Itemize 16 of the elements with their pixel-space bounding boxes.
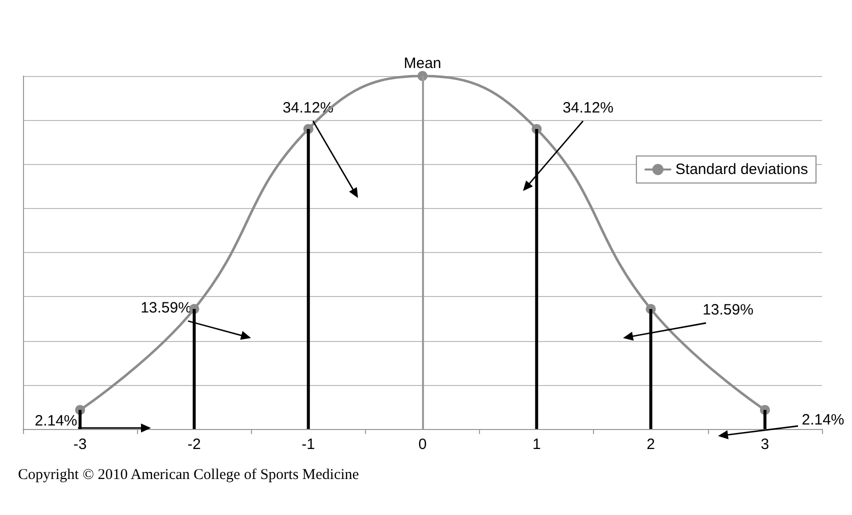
x-tick-label: 2 [646, 436, 655, 453]
x-tick-label: 3 [760, 436, 770, 453]
annotation: 34.12% [562, 100, 614, 116]
annotation: 34.12% [282, 100, 334, 116]
ref-line-label: Mean [404, 55, 442, 72]
x-tick-label: 1 [532, 436, 541, 453]
annotation: 13.59% [702, 302, 754, 318]
x-tick-label: -1 [302, 436, 316, 453]
text: Copyright © 2010 American College of Sports Medicine [18, 467, 360, 483]
x-tick-label: -3 [73, 436, 87, 453]
legend-label: Standard deviations [675, 161, 808, 178]
annotation: 13.59% [140, 300, 192, 316]
x-tick-label: -2 [188, 436, 201, 453]
x-tick-label: 0 [418, 436, 427, 453]
annotation: 2.14% [802, 412, 844, 428]
annotation: 2.14% [34, 412, 78, 430]
